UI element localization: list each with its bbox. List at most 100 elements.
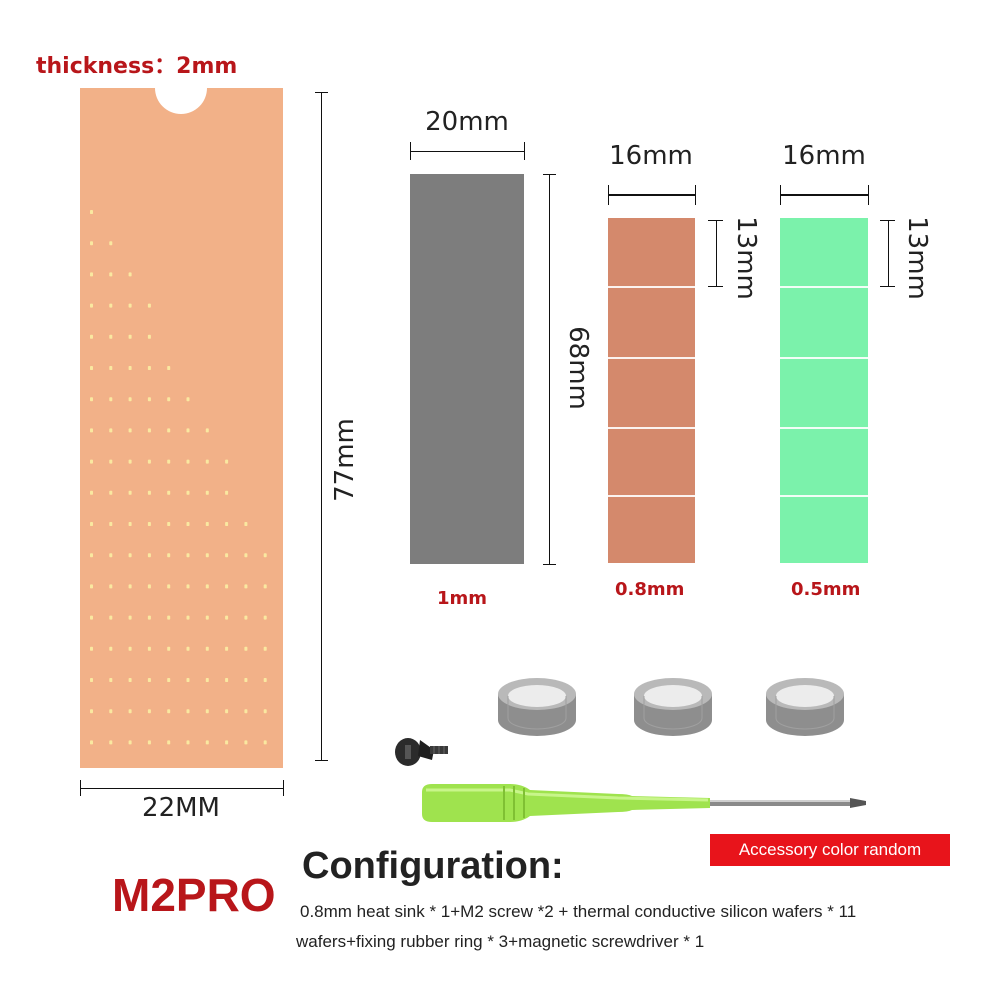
- heatsink-dot: [167, 428, 171, 433]
- heatsink-dot: [186, 459, 190, 464]
- heatsink-dot: [90, 646, 93, 651]
- dim-tick: [524, 142, 525, 160]
- heatsink-dot: [205, 615, 209, 620]
- heatsink-dot: [225, 522, 229, 526]
- pad-divider: [780, 286, 868, 288]
- heatsink-dot: [167, 397, 171, 402]
- rubber-ring-icon: [766, 678, 844, 736]
- pad-divider: [608, 495, 695, 497]
- heatsink-dot: [109, 459, 113, 464]
- heatsink-dot: [128, 428, 132, 433]
- heatsink-dot: [109, 615, 113, 620]
- heatsink-dot: [109, 272, 113, 277]
- accessory-color-badge: Accessory color random: [710, 834, 950, 866]
- heatsink-dot: [225, 740, 229, 745]
- heatsink-dot: [225, 678, 229, 682]
- heatsink-dot: [109, 709, 113, 714]
- heatsink-dot: [263, 584, 267, 589]
- heatsink-dot: [244, 615, 248, 620]
- green-pad-thickness: 0.5mm: [791, 579, 861, 600]
- thickness-label: thickness：2mm: [36, 54, 238, 79]
- heatsink-dot: [90, 210, 93, 214]
- heatsink-dot: [186, 615, 190, 620]
- heatsink-plate: [80, 88, 283, 768]
- heatsink-dot: [128, 740, 132, 745]
- heatsink-dot: [128, 584, 132, 589]
- heatsink-dot: [109, 397, 113, 402]
- dim-line-16: [780, 194, 868, 196]
- pad-divider: [608, 427, 695, 429]
- heatsink-dot: [109, 428, 113, 433]
- heatsink-dot: [186, 678, 190, 682]
- heatsink-dot: [225, 553, 229, 558]
- configuration-line-2: wafers+fixing rubber ring * 3+magnetic s…: [296, 932, 705, 951]
- heatsink-dot: [128, 615, 132, 620]
- dim-tick: [80, 780, 81, 796]
- heatsink-dot: [128, 678, 132, 682]
- heatsink-dot: [128, 522, 132, 526]
- heatsink-dot: [128, 303, 132, 308]
- heatsink-dot: [147, 584, 151, 589]
- heatsink-dot: [109, 366, 113, 370]
- heatsink-dot: [128, 366, 132, 370]
- heatsink-dot: [186, 646, 190, 651]
- heatsink-dot: [147, 366, 151, 370]
- heatsink-dot: [128, 459, 132, 464]
- heatsink-dot: [90, 490, 93, 495]
- heatsink-dot: [205, 459, 209, 464]
- width-22-label: 22MM: [142, 793, 220, 823]
- heatsink-dot: [205, 490, 209, 495]
- heatsink-dot: [90, 334, 93, 339]
- heatsink-dot: [263, 709, 267, 714]
- heatsink-dot: [205, 740, 209, 745]
- heatsink-dot: [128, 709, 132, 714]
- heatsink-dot: [186, 584, 190, 589]
- copper-thermal-pads: [608, 218, 695, 563]
- width-16-copper-label: 16mm: [609, 141, 693, 171]
- heatsink-dot: [244, 584, 248, 589]
- heatsink-dot: [186, 522, 190, 526]
- heatsink-dot: [186, 397, 190, 402]
- heatsink-dot: [205, 646, 209, 651]
- heatsink-dot: [167, 646, 171, 651]
- dim-line-13: [716, 220, 717, 286]
- heatsink-dot: [147, 334, 151, 339]
- screw-icon: [395, 738, 448, 766]
- heatsink-dot: [225, 646, 229, 651]
- heatsink-dot: [128, 490, 132, 495]
- dim-tick: [543, 174, 556, 175]
- heatsink-dot: [244, 709, 248, 714]
- heatsink-dot: [186, 709, 190, 714]
- heatsink-dot: [263, 615, 267, 620]
- heatsink-dot: [225, 709, 229, 714]
- heatsink-dot: [205, 522, 209, 526]
- dim-tick: [608, 185, 609, 205]
- heatsink-dot: [109, 303, 113, 308]
- width-16-green-label: 16mm: [782, 141, 866, 171]
- heatsink-dot: [147, 646, 151, 651]
- heatsink-dot: [109, 334, 113, 339]
- heatsink-dot: [167, 366, 171, 370]
- heatsink-dot: [90, 740, 93, 745]
- heatsink-dot: [90, 459, 93, 464]
- heatsink-dot: [205, 678, 209, 682]
- rubber-ring-icon: [634, 678, 712, 736]
- heatsink-dot: [263, 646, 267, 651]
- dim-tick: [695, 185, 696, 205]
- green-thermal-pads: [780, 218, 868, 563]
- heatsink-dot: [90, 272, 93, 277]
- heatsink-dot: [263, 553, 267, 558]
- heatsink-dot: [186, 428, 190, 433]
- heatsink-dot: [167, 709, 171, 714]
- heatsink-dot: [244, 740, 248, 745]
- heatsink-dot: [128, 272, 132, 277]
- heatsink-dot: [128, 646, 132, 651]
- length-77-label: 77mm: [330, 418, 360, 502]
- heatsink-dot: [128, 553, 132, 558]
- dim-line-13: [888, 220, 889, 286]
- dim-tick: [315, 92, 328, 93]
- heatsink-dot: [147, 740, 151, 745]
- gray-thermal-pad: [410, 174, 524, 564]
- pad-divider: [780, 495, 868, 497]
- heatsink-dot: [147, 490, 151, 495]
